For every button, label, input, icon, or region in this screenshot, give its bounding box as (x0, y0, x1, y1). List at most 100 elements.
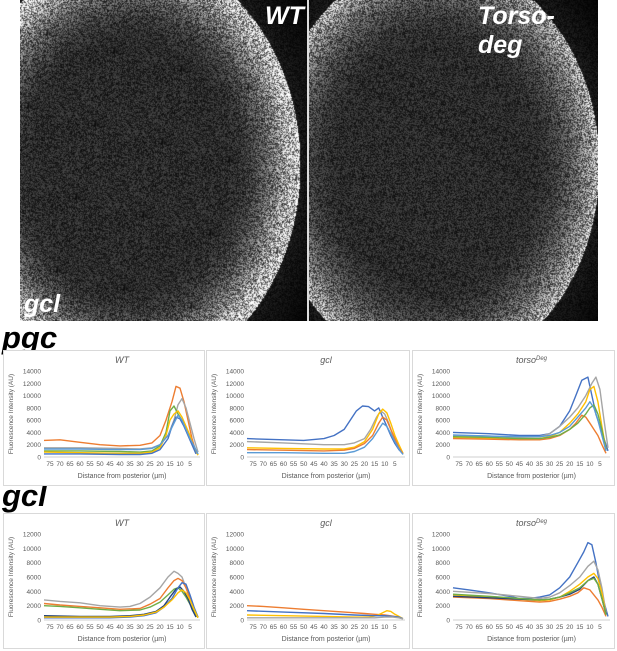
y-tick-label: 4000 (230, 589, 245, 596)
y-tick-label: 14000 (226, 369, 244, 376)
wt-embryo-image (20, 0, 307, 321)
x-tick-label: 25 (146, 624, 154, 631)
x-tick-label: 55 (496, 624, 504, 631)
x-tick-label: 70 (56, 624, 64, 631)
y-tick-label: 8000 (230, 405, 245, 412)
series-line-3 (452, 572, 607, 615)
x-tick-label: 20 (156, 461, 164, 468)
series-line-1 (246, 405, 404, 455)
series-line-3 (246, 408, 404, 454)
x-tick-label: 5 (598, 624, 602, 631)
y-tick-label: 4000 (436, 589, 451, 596)
y-tick-label: 12000 (432, 381, 450, 388)
series-line-4 (43, 410, 199, 456)
y-tick-label: 6000 (27, 418, 42, 425)
pgc-torso-deg-chart: torsoDeg 0 2000 4000 6000 8000 10000 12000 14000… (412, 350, 615, 486)
torso-deg-embryo-image (309, 0, 598, 321)
x-tick-label: 60 (280, 624, 288, 631)
pgc-section-title: pgc (2, 320, 58, 355)
series-line-1 (43, 385, 197, 453)
y-tick-label: 0 (37, 455, 41, 462)
pgc-gcl-chart: gcl 0 2000 4000 6000 8000 10000 12000 14000 Fluor… (206, 350, 410, 486)
x-tick-label: 15 (576, 461, 584, 468)
x-tick-label: 75 (455, 461, 463, 468)
gcl-image-label: gcl (24, 290, 61, 318)
wt-image-label: WT (265, 2, 304, 30)
x-tick-label: 50 (506, 461, 514, 468)
y-tick-label: 10000 (23, 393, 41, 400)
chart-title-text: gcl (320, 518, 333, 528)
x-tick-label: 15 (166, 461, 174, 468)
y-tick-label: 10000 (432, 546, 450, 553)
torso-deg-image-label: Torso-deg (478, 2, 555, 59)
chart-title: gcl (320, 355, 333, 365)
x-tick-label: 65 (270, 461, 278, 468)
x-tick-label: 5 (393, 624, 397, 631)
y-tick-label: 6000 (27, 575, 42, 582)
x-tick-label: 40 (526, 461, 534, 468)
x-tick-label: 50 (300, 461, 308, 468)
series-line-6 (452, 577, 607, 616)
series-line-6 (44, 589, 199, 619)
series-line-4 (246, 416, 404, 455)
x-tick-label: 25 (146, 461, 154, 468)
y-tick-label: 4000 (230, 430, 245, 437)
x-tick-label: 75 (46, 624, 54, 631)
x-tick-label: 15 (166, 624, 174, 631)
x-tick-label: 25 (556, 624, 564, 631)
y-tick-label: 14000 (432, 369, 450, 376)
x-tick-label: 75 (249, 624, 257, 631)
x-axis-label: Distance from posterior (µm) (78, 473, 167, 480)
x-tick-label: 65 (66, 624, 74, 631)
series-line-5 (247, 422, 404, 455)
y-tick-label: 8000 (436, 560, 451, 567)
x-tick-label: 40 (116, 461, 124, 468)
y-axis-label: Fluorescence Intensity (AU) (8, 374, 15, 454)
y-tick-label: 4000 (436, 430, 451, 437)
y-tick-label: 6000 (436, 575, 451, 582)
y-tick-label: 2000 (230, 603, 245, 610)
x-tick-label: 20 (566, 624, 574, 631)
series-line-4 (452, 587, 607, 617)
chart-title-text: gcl (320, 355, 333, 365)
y-tick-label: 8000 (27, 560, 42, 567)
y-tick-label: 6000 (230, 418, 245, 425)
x-tick-label: 10 (176, 461, 184, 468)
x-tick-label: 30 (136, 624, 144, 631)
series-line-2 (43, 577, 199, 618)
y-tick-label: 10000 (23, 546, 41, 553)
series-line-2 (246, 610, 404, 620)
x-tick-label: 5 (393, 461, 397, 468)
y-tick-label: 2000 (436, 603, 451, 610)
y-tick-label: 14000 (23, 369, 41, 376)
x-tick-label: 25 (351, 624, 359, 631)
y-tick-label: 0 (240, 455, 244, 462)
y-tick-label: 0 (240, 618, 244, 625)
x-tick-label: 45 (310, 624, 318, 631)
x-tick-label: 75 (455, 624, 463, 631)
x-tick-label: 55 (496, 461, 504, 468)
x-tick-label: 10 (381, 461, 389, 468)
x-tick-label: 45 (516, 461, 524, 468)
y-tick-label: 2000 (436, 442, 451, 449)
series-line-6 (44, 414, 199, 455)
y-tick-label: 6000 (436, 418, 451, 425)
x-tick-label: 70 (465, 624, 473, 631)
y-tick-label: 4000 (27, 589, 42, 596)
x-tick-label: 5 (188, 624, 192, 631)
y-tick-label: 6000 (230, 575, 245, 582)
x-tick-label: 55 (290, 624, 298, 631)
chart-title-superscript: Deg (536, 519, 548, 525)
x-tick-label: 65 (476, 461, 484, 468)
chart-title: WT (115, 355, 130, 365)
x-tick-label: 25 (556, 461, 564, 468)
x-tick-label: 20 (361, 624, 369, 631)
pgc-wt-chart: WT 0 2000 4000 6000 8000 10000 12000 14000 Fluore… (3, 350, 205, 486)
x-tick-label: 70 (260, 624, 268, 631)
y-tick-label: 0 (446, 455, 450, 462)
x-tick-label: 60 (486, 624, 494, 631)
y-axis-label: Fluorescence Intensity (AU) (211, 537, 218, 617)
x-tick-label: 55 (86, 624, 94, 631)
y-tick-label: 4000 (27, 430, 42, 437)
x-tick-label: 40 (320, 624, 328, 631)
